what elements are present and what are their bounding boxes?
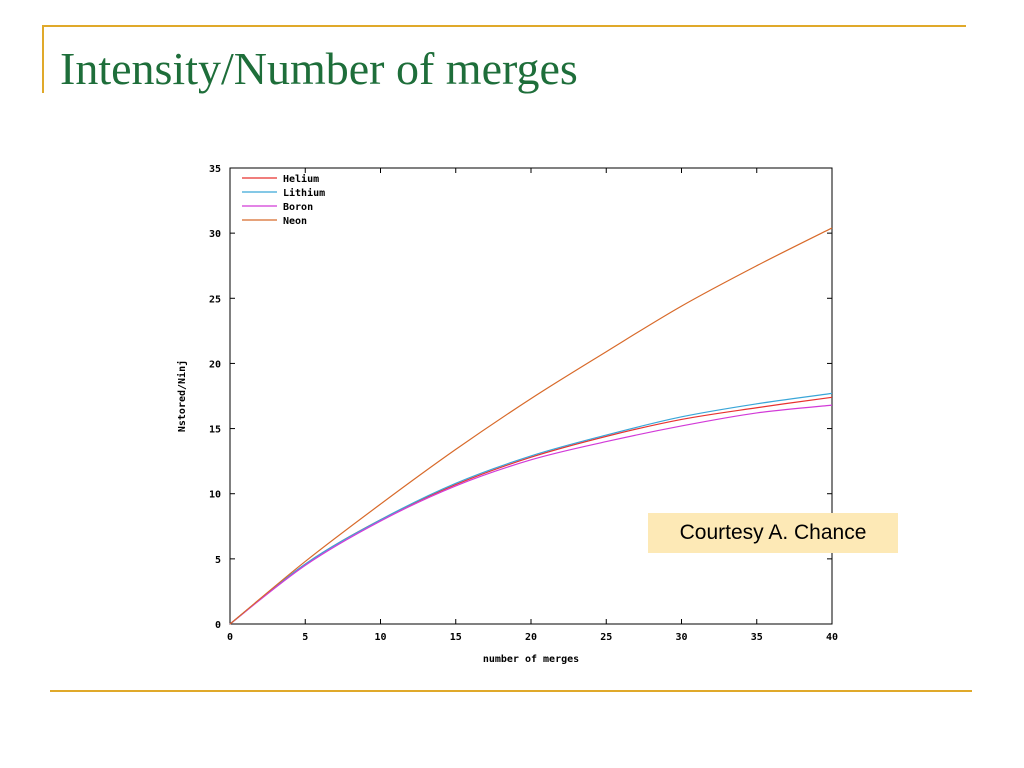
y-tick-label: 25 — [209, 294, 221, 305]
x-tick-label: 20 — [525, 632, 537, 643]
x-tick-label: 5 — [302, 632, 308, 643]
y-tick-label: 20 — [209, 359, 221, 370]
x-tick-label: 35 — [751, 632, 763, 643]
bottom-divider — [50, 690, 972, 692]
legend-label-boron: Boron — [283, 202, 313, 213]
legend-label-neon: Neon — [283, 216, 307, 227]
x-tick-label: 0 — [227, 632, 233, 643]
x-tick-label: 15 — [450, 632, 462, 643]
y-tick-label: 10 — [209, 490, 221, 501]
y-tick-label: 5 — [215, 555, 221, 566]
chart-container: 0 5 10 15 20 25 30 35 40 0 5 10 15 20 25 30 35 number of … — [165, 155, 855, 675]
y-tick-label: 35 — [209, 164, 221, 175]
legend-label-helium: Helium — [283, 173, 319, 185]
x-tick-label: 30 — [675, 632, 687, 643]
y-axis-label: Nstored/Ninj — [176, 360, 188, 432]
series-line-boron — [229, 404, 833, 625]
credit-label: Courtesy A. Chance — [648, 513, 898, 553]
y-tick-label: 30 — [209, 229, 221, 240]
series-line-neon — [229, 227, 833, 625]
y-tick-label: 15 — [209, 425, 221, 436]
x-axis-label: number of merges — [483, 654, 579, 665]
line-chart: 0 5 10 15 20 25 30 35 40 0 5 10 15 20 25 30 35 number of … — [176, 164, 838, 665]
x-tick-label: 40 — [826, 632, 838, 643]
slide-title: Intensity/Number of merges — [60, 43, 578, 94]
title-accent-vertical-line — [42, 25, 44, 93]
x-tick-label: 25 — [600, 632, 612, 643]
legend-label-lithium: Lithium — [283, 187, 325, 199]
x-tick-label: 10 — [374, 632, 386, 643]
y-tick-label: 0 — [215, 620, 221, 631]
series-line-lithium — [229, 392, 833, 625]
title-accent-horizontal-line — [42, 25, 966, 27]
